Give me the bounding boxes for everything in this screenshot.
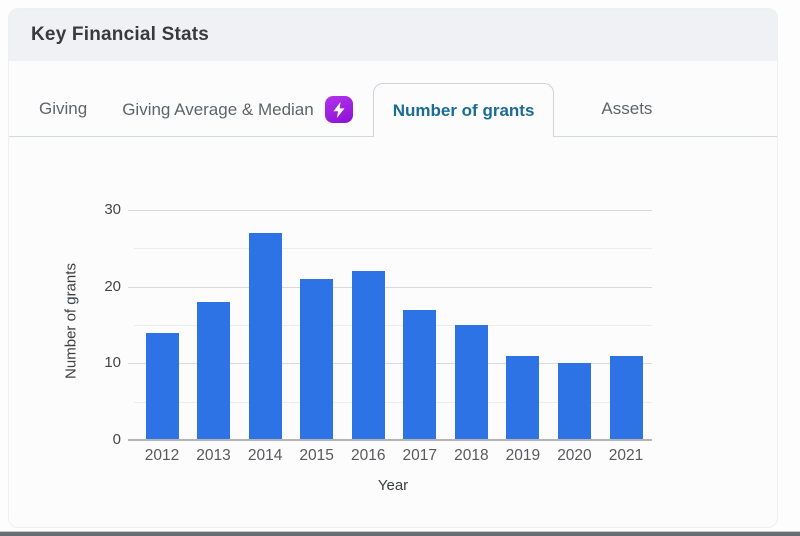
card-header: Key Financial Stats bbox=[9, 9, 777, 61]
major-gridline bbox=[128, 286, 652, 288]
x-tick-label: 2012 bbox=[144, 447, 180, 464]
minor-gridline bbox=[134, 325, 652, 326]
x-tick-label: 2018 bbox=[454, 447, 489, 464]
bar-2018[interactable] bbox=[454, 325, 488, 440]
tab-giving-average-median[interactable]: Giving Average & Median bbox=[122, 96, 353, 123]
minor-gridline bbox=[134, 248, 652, 250]
tab-number-of-grants[interactable]: Number of grants bbox=[372, 83, 555, 137]
bar-2016[interactable] bbox=[351, 271, 385, 440]
minor-gridline bbox=[134, 401, 652, 403]
key-financial-stats-card: Key Financial Stats Giving Giving Averag… bbox=[8, 8, 778, 528]
x-axis-line bbox=[128, 439, 652, 441]
number-of-grants-chart: Number of grants Year 0 10 20 30 2012 2013 201… bbox=[9, 137, 777, 528]
tab-assets[interactable]: Assets bbox=[601, 99, 653, 118]
x-tick-label: 2015 bbox=[299, 447, 334, 464]
bar-2021[interactable] bbox=[609, 355, 643, 440]
x-tick-label: 2021 bbox=[608, 447, 644, 464]
tab-bar: Giving Giving Average & Median Number of… bbox=[9, 61, 777, 137]
bar-2015[interactable] bbox=[300, 279, 334, 440]
bottom-divider-bar bbox=[0, 531, 800, 536]
x-tick-label: 2017 bbox=[402, 447, 437, 464]
bar-2012[interactable] bbox=[145, 332, 179, 440]
bar-2013[interactable] bbox=[197, 302, 231, 440]
y-axis-title: Number of grants bbox=[62, 263, 80, 379]
x-tick-label: 2013 bbox=[196, 447, 231, 464]
y-tick-label: 10 bbox=[104, 354, 121, 372]
y-tick-label: 20 bbox=[104, 277, 121, 295]
bar-2019[interactable] bbox=[506, 355, 540, 440]
lightning-bolt-icon bbox=[324, 96, 353, 123]
bar-2017[interactable] bbox=[403, 309, 437, 440]
x-tick-label: 2016 bbox=[350, 447, 386, 464]
card-title: Key Financial Stats bbox=[31, 24, 210, 45]
y-tick-label: 30 bbox=[104, 201, 121, 218]
x-tick-label: 2014 bbox=[247, 447, 283, 464]
y-tick-label: 0 bbox=[112, 431, 121, 448]
tab-giving[interactable]: Giving bbox=[39, 99, 88, 118]
x-axis-title: Year bbox=[377, 477, 409, 494]
x-tick-label: 2020 bbox=[557, 447, 592, 464]
major-gridline bbox=[128, 363, 652, 365]
bar-2014[interactable] bbox=[248, 233, 282, 440]
x-tick-label: 2019 bbox=[505, 447, 541, 464]
tab-giving-average-median-label: Giving Average & Median bbox=[122, 99, 314, 119]
bar-2020[interactable] bbox=[557, 363, 591, 440]
major-gridline bbox=[128, 210, 652, 211]
